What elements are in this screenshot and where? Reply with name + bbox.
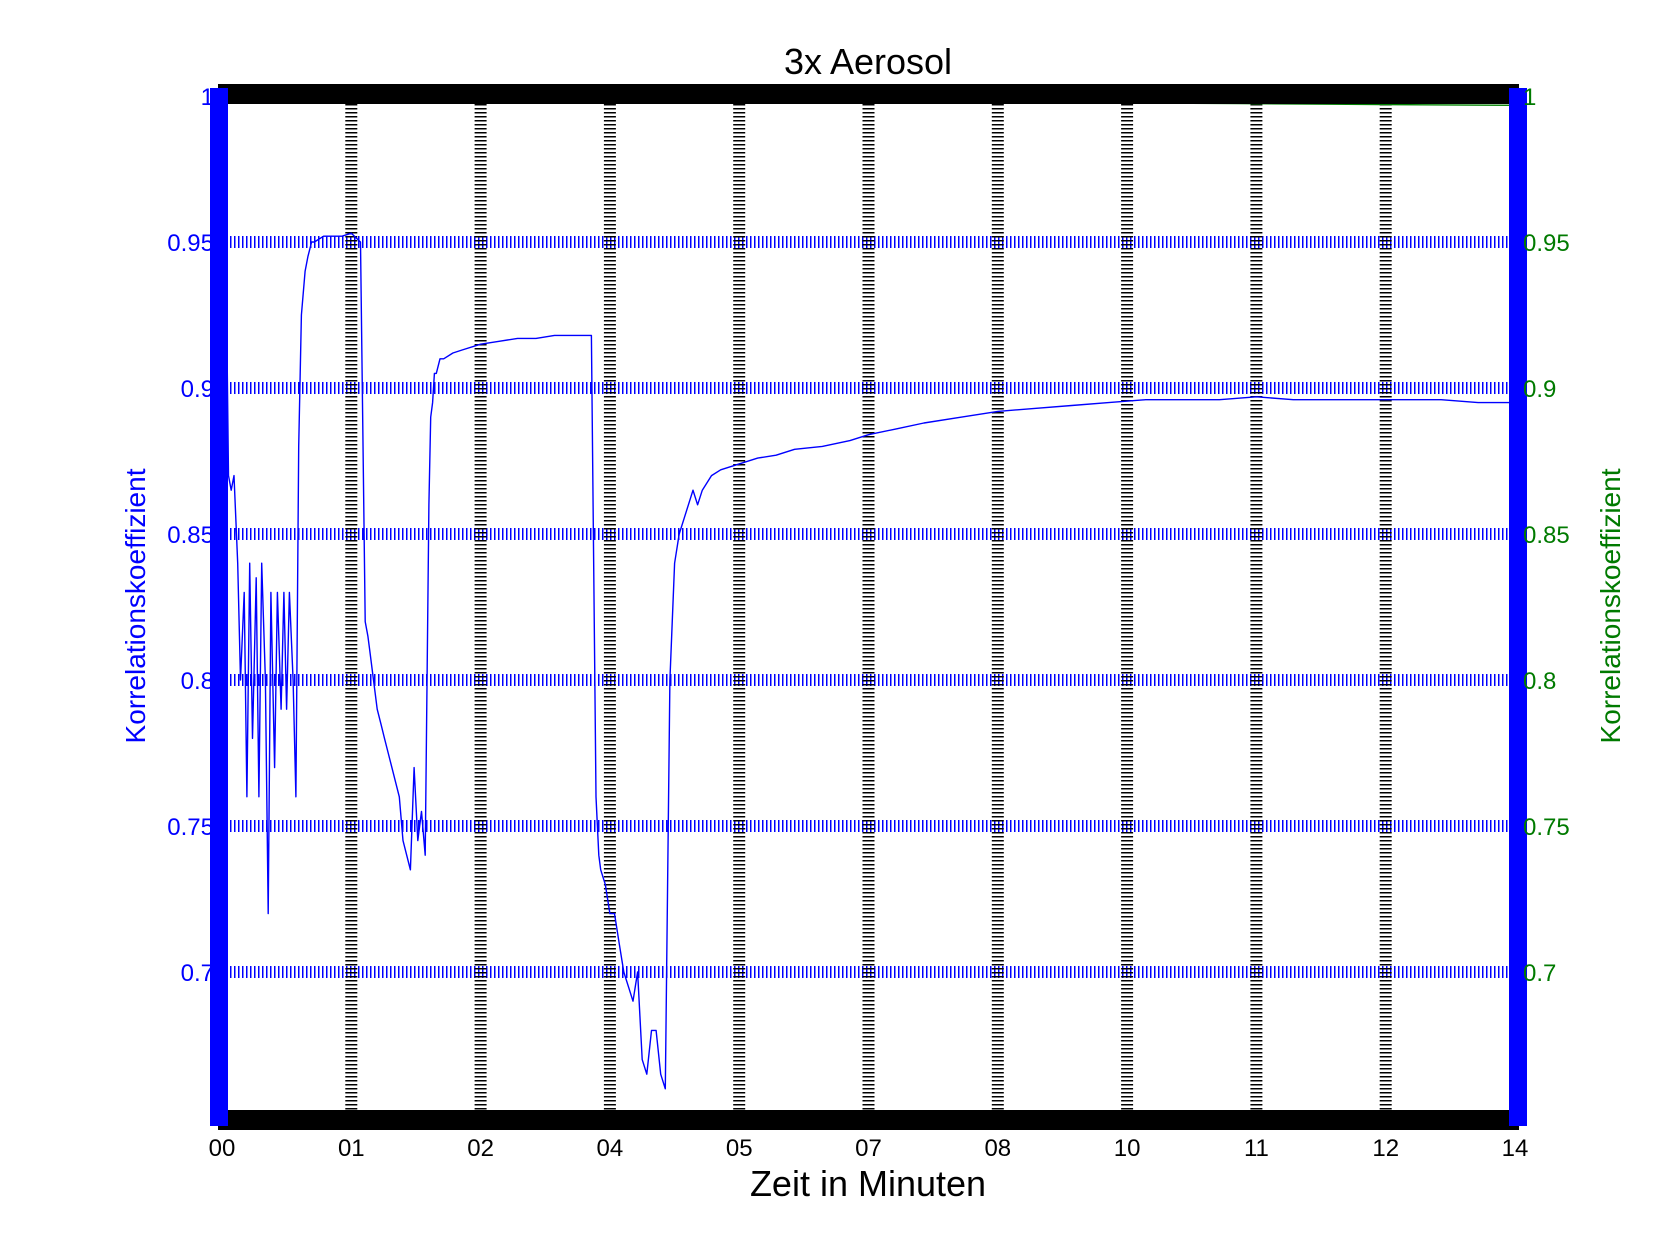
y-tick-label-right: 0.95	[1523, 230, 1570, 257]
frame-bottom	[218, 1110, 1519, 1130]
series-line-1	[221, 95, 1515, 1090]
x-tick-label: 12	[1372, 1135, 1399, 1162]
y-tick-label-right: 1	[1523, 84, 1536, 111]
y-tick-label-right: 0.7	[1523, 960, 1556, 987]
y-tick-label-left: 0.8	[181, 668, 214, 695]
x-tick-label: 01	[338, 1135, 365, 1162]
x-tick-label: 05	[726, 1135, 753, 1162]
y-tick-label-left: 1	[201, 84, 214, 111]
y-tick-label-left: 0.85	[167, 522, 214, 549]
chart-title: 3x Aerosol	[784, 41, 952, 82]
x-tick-label: 00	[209, 1135, 236, 1162]
x-axis-label: Zeit in Minuten	[750, 1163, 986, 1204]
y-tick-label-right: 0.85	[1523, 522, 1570, 549]
y-tick-label-left: 0.75	[167, 814, 214, 841]
x-tick-label: 08	[984, 1135, 1011, 1162]
y-tick-label-left: 0.95	[167, 230, 214, 257]
x-tick-label: 11	[1244, 1135, 1269, 1162]
y-tick-label-right: 0.9	[1523, 376, 1556, 403]
x-tick-label: 10	[1114, 1135, 1141, 1162]
x-tick-label: 02	[467, 1135, 494, 1162]
frame-top	[218, 84, 1519, 104]
x-tick-label: 14	[1502, 1135, 1529, 1162]
x-tick-label: 04	[597, 1135, 624, 1162]
tick-labels: 00 01 02 04 05 07 08 10 11 12 140.7 0.70.75 0.750.8 0…	[167, 84, 1569, 1162]
y-tick-label-right: 0.8	[1523, 668, 1556, 695]
x-tick-label: 07	[855, 1135, 882, 1162]
frame-left-axis	[210, 88, 228, 1126]
plot-frame	[210, 84, 1527, 1130]
y-tick-label-left: 0.9	[181, 376, 214, 403]
y-axis-label-left: Korrelationskoeffizient	[120, 468, 151, 743]
frame-right-axis	[1509, 88, 1527, 1126]
y-axis-label-right: Korrelationskoeffizient	[1595, 468, 1626, 743]
y-tick-label-right: 0.75	[1523, 814, 1570, 841]
y-tick-label-left: 0.7	[181, 960, 214, 987]
